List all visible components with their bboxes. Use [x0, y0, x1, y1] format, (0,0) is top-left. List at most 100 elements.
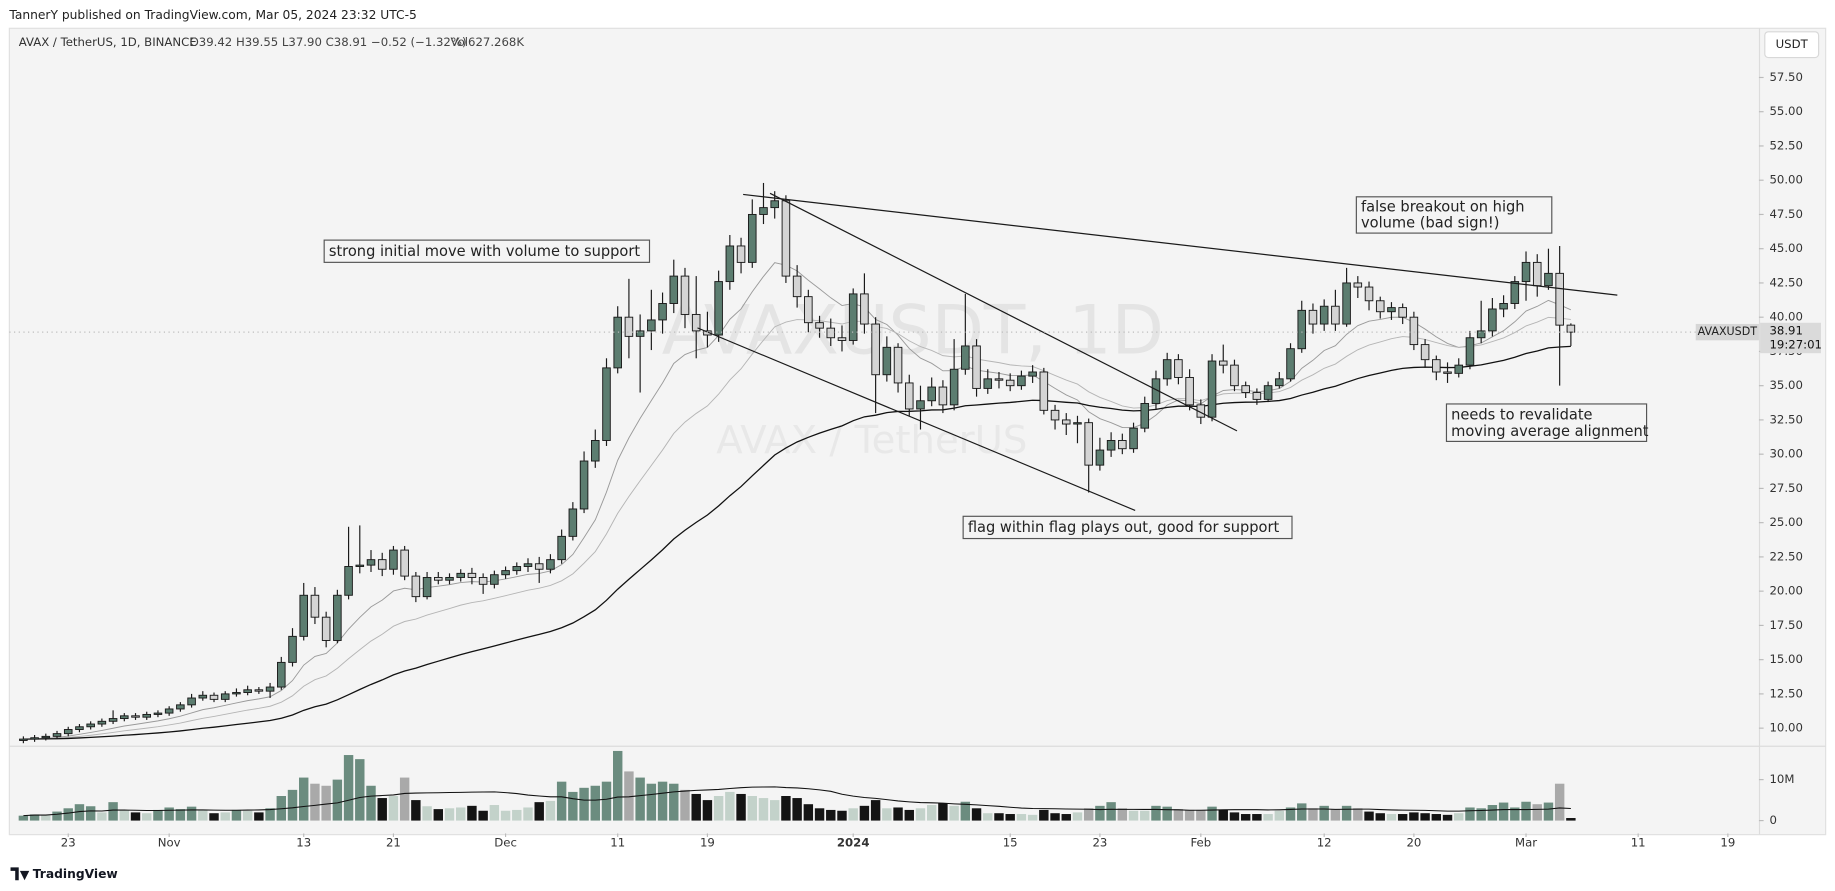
annotation-box: [323, 239, 651, 263]
annotation-text: false breakout on high: [1361, 198, 1525, 215]
x-tick-label: 11: [610, 835, 625, 849]
volume-bar: [1151, 805, 1161, 821]
volume-bar: [814, 808, 825, 821]
volume-bar: [601, 781, 612, 821]
y-tick-label: 52.50: [1769, 138, 1802, 152]
volume-bar: [1420, 813, 1430, 821]
volume-bar: [377, 798, 387, 821]
y-tick-label: 20.00: [1769, 584, 1802, 598]
candle-body: [1353, 282, 1363, 288]
x-tick-label: Dec: [494, 835, 517, 849]
volume-bar: [1442, 814, 1453, 821]
volume-bar: [433, 809, 443, 821]
candle-body: [1050, 409, 1060, 421]
volume-bar: [568, 791, 578, 821]
candle-body: [1432, 359, 1441, 373]
x-tick-label: Mar: [1515, 835, 1537, 849]
candle-body: [501, 570, 510, 576]
x-tick-label: Nov: [158, 835, 181, 849]
candle-body: [176, 704, 185, 710]
volume-bar: [332, 779, 343, 821]
volume-bar: [893, 807, 903, 821]
volume-bar: [657, 781, 668, 821]
candle-body: [164, 708, 174, 714]
volume-bar: [1061, 814, 1071, 821]
moving-average: [23, 345, 1571, 740]
volume-bar: [545, 800, 556, 821]
volume-bar: [209, 813, 219, 821]
volume-bar: [512, 809, 522, 821]
volume-bar: [1465, 807, 1475, 821]
candle-body: [63, 729, 73, 735]
candle-body: [904, 382, 914, 410]
candle-body: [333, 594, 342, 641]
volume-bar: [523, 807, 533, 821]
candle-body: [310, 594, 320, 618]
trendline: [697, 327, 1136, 511]
y-tick-label: 40.00: [1769, 310, 1802, 324]
volume-bar: [1487, 805, 1498, 821]
candle-body: [1140, 403, 1150, 429]
volume-bar: [108, 802, 118, 821]
annotation-text: flag within flag plays out, good for sup…: [968, 519, 1280, 536]
volume-bar: [1083, 808, 1094, 821]
volume-bar: [1454, 813, 1464, 821]
candle-body: [422, 576, 432, 598]
volume-bar: [691, 793, 701, 821]
volume-bar: [882, 808, 892, 821]
candle-body: [344, 566, 353, 596]
candle-body: [411, 575, 421, 598]
candle-body: [153, 712, 163, 715]
annotation-text: strong initial move with volume to suppo…: [329, 243, 640, 260]
candle-body: [1375, 300, 1385, 313]
volume-bar: [1128, 810, 1139, 821]
volume-tick-label: 0: [1769, 813, 1776, 827]
volume-bar: [1375, 813, 1385, 821]
volume-bar: [534, 802, 544, 821]
volume-bar: [1027, 814, 1038, 821]
candle-body: [512, 566, 522, 572]
volume-bar: [635, 777, 645, 821]
volume-bar: [1285, 807, 1296, 821]
y-tick-label: 22.50: [1769, 549, 1802, 563]
volume-bar: [1364, 811, 1374, 821]
candle-body: [1207, 360, 1217, 418]
candle-body: [288, 635, 297, 663]
candle-body: [1454, 364, 1464, 374]
currency-button-label[interactable]: USDT: [1776, 37, 1809, 51]
annotations: strong initial move with volume to suppo…: [323, 196, 1649, 540]
candle-body: [927, 386, 936, 402]
volume-bar: [310, 783, 320, 821]
volume-bar: [500, 810, 511, 821]
candle-body: [220, 693, 230, 700]
volume-bar: [1319, 805, 1329, 821]
candle-body: [389, 549, 398, 570]
volume-bar: [186, 806, 197, 821]
x-tick-label: 19: [700, 835, 715, 849]
volume-bar: [792, 798, 802, 821]
candle-body: [1297, 309, 1307, 350]
candle-body: [1230, 364, 1239, 387]
volume-bar: [366, 785, 376, 821]
volume-bar: [1566, 818, 1576, 821]
candle-body: [1532, 261, 1542, 287]
candle-body: [602, 367, 611, 441]
volume-bar: [1140, 810, 1150, 821]
candle-body: [624, 316, 634, 337]
volume-bar: [422, 806, 432, 821]
candle-body: [355, 564, 365, 567]
trendline: [769, 192, 1238, 432]
candle-body: [1476, 330, 1486, 339]
volume-bar: [1308, 808, 1318, 821]
candle-body: [1342, 282, 1351, 325]
y-tick-label: 55.00: [1769, 104, 1802, 118]
volume-bar: [1476, 808, 1486, 821]
volume-bar: [1106, 802, 1116, 821]
candle-body: [377, 559, 387, 570]
volume-bar: [781, 796, 791, 821]
candle-body: [590, 440, 600, 462]
volume-bar: [242, 810, 253, 821]
currency-button[interactable]: [1764, 31, 1820, 59]
volume-bar: [299, 777, 309, 821]
x-tick-label: 11: [1631, 835, 1646, 849]
